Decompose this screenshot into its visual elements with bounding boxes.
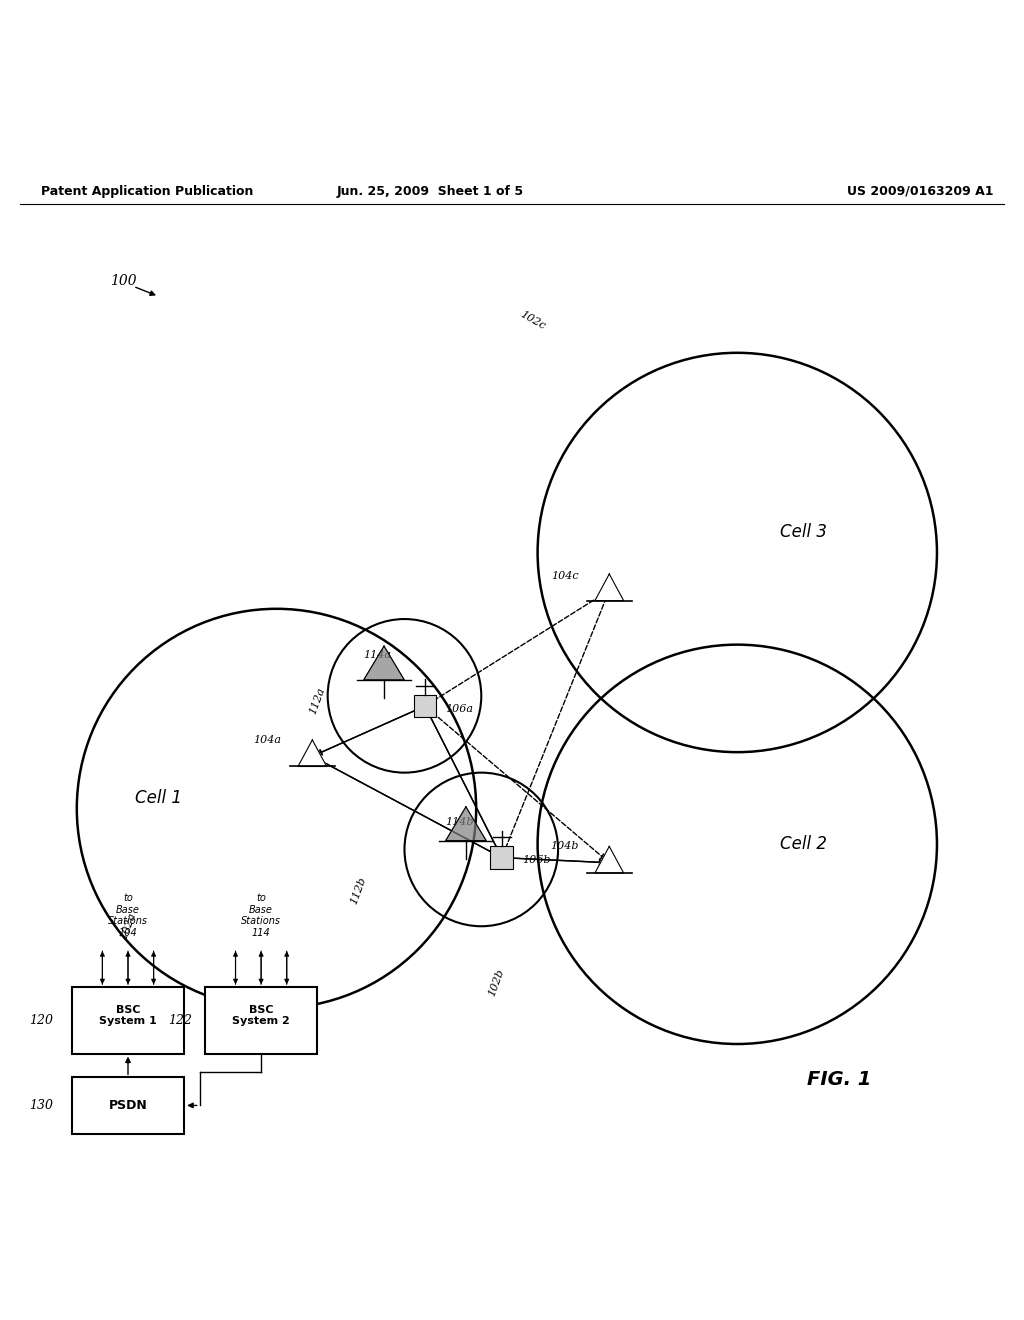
Text: 102c: 102c xyxy=(518,309,547,331)
Text: to
Base
Stations
114: to Base Stations 114 xyxy=(241,894,282,939)
Text: BSC
System 1: BSC System 1 xyxy=(99,1005,157,1026)
Text: 122: 122 xyxy=(169,1014,193,1027)
Text: BSC
System 2: BSC System 2 xyxy=(232,1005,290,1026)
Polygon shape xyxy=(595,846,624,873)
Text: to
Base
Stations
104: to Base Stations 104 xyxy=(108,894,148,939)
Text: Cell 2: Cell 2 xyxy=(780,836,827,853)
Text: 106a: 106a xyxy=(445,704,473,714)
Text: 102a: 102a xyxy=(119,911,137,941)
Polygon shape xyxy=(445,807,486,841)
Text: 104a: 104a xyxy=(254,735,282,744)
FancyBboxPatch shape xyxy=(414,694,436,717)
Text: 114b: 114b xyxy=(445,817,474,826)
Text: 104b: 104b xyxy=(550,841,579,851)
FancyBboxPatch shape xyxy=(205,987,317,1053)
Text: Jun. 25, 2009  Sheet 1 of 5: Jun. 25, 2009 Sheet 1 of 5 xyxy=(337,185,523,198)
Text: 120: 120 xyxy=(30,1014,53,1027)
Text: 100: 100 xyxy=(110,275,136,288)
Text: Cell 3: Cell 3 xyxy=(780,523,827,541)
Polygon shape xyxy=(298,741,327,767)
Text: 104c: 104c xyxy=(551,572,579,581)
Polygon shape xyxy=(595,574,624,601)
FancyBboxPatch shape xyxy=(72,1077,184,1134)
Text: 112b: 112b xyxy=(349,875,368,906)
Text: Cell 1: Cell 1 xyxy=(135,789,182,808)
Text: 106b: 106b xyxy=(522,854,551,865)
Text: 130: 130 xyxy=(30,1100,53,1111)
Text: 114a: 114a xyxy=(364,649,391,660)
Text: FIG. 1: FIG. 1 xyxy=(808,1071,871,1089)
Text: PSDN: PSDN xyxy=(109,1100,147,1111)
Polygon shape xyxy=(364,645,404,680)
FancyBboxPatch shape xyxy=(490,846,513,869)
Text: 112a: 112a xyxy=(308,686,327,715)
Text: Patent Application Publication: Patent Application Publication xyxy=(41,185,253,198)
Text: US 2009/0163209 A1: US 2009/0163209 A1 xyxy=(847,185,993,198)
Text: 102b: 102b xyxy=(487,968,506,998)
FancyBboxPatch shape xyxy=(72,987,184,1053)
